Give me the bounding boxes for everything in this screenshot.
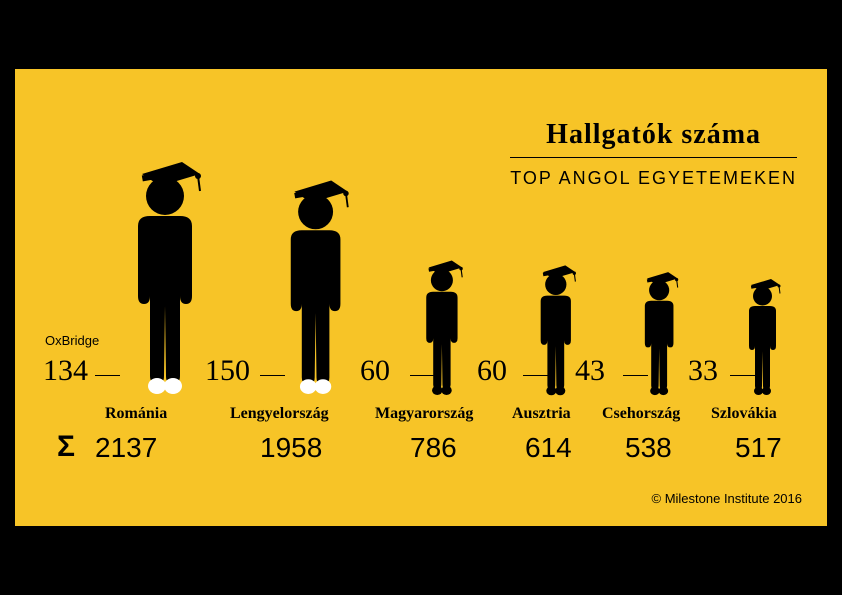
oxbridge-value: 60 (360, 354, 390, 388)
total-value: 517 (735, 432, 782, 464)
tick-line (95, 375, 120, 376)
tick-line (623, 375, 648, 376)
total-value: 538 (625, 432, 672, 464)
grad-figure (110, 156, 220, 396)
total-value: 614 (525, 432, 572, 464)
tick-line (523, 375, 548, 376)
grad-figure (630, 269, 688, 396)
total-value: 2137 (95, 432, 157, 464)
country-label: Magyarország (375, 405, 473, 423)
oxbridge-value: 43 (575, 354, 605, 388)
sigma-symbol: Σ (57, 430, 75, 464)
country-label: Csehország (602, 405, 680, 423)
oxbridge-value: 134 (43, 354, 88, 388)
tick-line (410, 375, 435, 376)
total-value: 1958 (260, 432, 322, 464)
title-main: Hallgatók száma (510, 119, 797, 158)
oxbridge-label: OxBridge (45, 333, 99, 348)
grad-figure (735, 276, 790, 396)
infographic-card: Hallgatók száma TOP ANGOL EGYETEMEKEN Ox… (15, 69, 827, 526)
country-label: Szlovákia (711, 405, 777, 423)
title-block: Hallgatók száma TOP ANGOL EGYETEMEKEN (510, 119, 797, 189)
total-value: 786 (410, 432, 457, 464)
title-sub: TOP ANGOL EGYETEMEKEN (510, 168, 797, 189)
oxbridge-value: 60 (477, 354, 507, 388)
country-label: Ausztria (512, 405, 571, 423)
country-label: Románia (105, 405, 167, 423)
grad-figure (265, 175, 366, 396)
oxbridge-value: 150 (205, 354, 250, 388)
oxbridge-value: 33 (688, 354, 718, 388)
copyright: © Milestone Institute 2016 (652, 491, 803, 506)
tick-line (730, 375, 755, 376)
country-label: Lengyelország (230, 405, 329, 423)
tick-line (260, 375, 285, 376)
